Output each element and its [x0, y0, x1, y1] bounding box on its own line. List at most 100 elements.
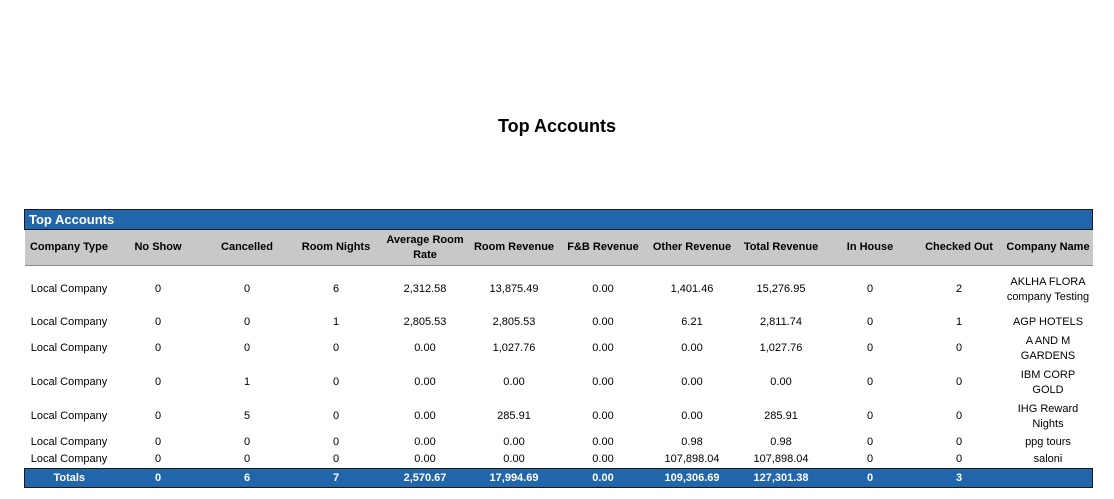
table-row: Local Company 0 0 0 0.00 1,027.76 0.00 0.00 1,02… [25, 332, 1093, 366]
table-cell: 0.00 [414, 376, 436, 388]
table-cell: 0.00 [592, 342, 614, 354]
column-header: F&B Revenue [558, 229, 648, 266]
totals-cell: 7 [291, 468, 381, 488]
table-cell: 0.00 [414, 453, 436, 466]
column-header: Cancelled [202, 229, 292, 266]
table-cell: 0.00 [414, 410, 436, 422]
table-cell: 0 [154, 376, 162, 388]
table-row: Local Company 0 0 0 0.00 0.00 0.00 0.98 0.98 0 0 pp… [25, 434, 1093, 452]
table-cell: 0 [955, 342, 963, 354]
table-cell: 0 [866, 283, 874, 296]
column-header: Company Type [24, 229, 114, 266]
table-cell: 0 [243, 342, 251, 354]
table-cell: 0 [332, 453, 340, 466]
table-cell: Local Company [30, 410, 108, 422]
table-cell: 0.00 [592, 436, 614, 448]
table-cell: 0 [154, 342, 162, 354]
table-cell: Local Company [30, 342, 108, 354]
table-cell: 13,875.49 [489, 283, 539, 296]
table-cell: 0 [866, 376, 874, 388]
column-header: Other Revenue [647, 229, 737, 266]
table-row: Local Company 0 1 0 0.00 0.00 0.00 0.00 0.00 0 0 IB… [25, 366, 1093, 400]
table-cell: 0 [955, 436, 963, 448]
table-cell: 0.00 [681, 410, 703, 422]
table-cell: 1,401.46 [670, 283, 714, 296]
table-cell: Local Company [30, 453, 108, 466]
table-caption-bar: Top Accounts [24, 209, 1093, 230]
table-cell: 0.00 [770, 376, 792, 388]
table-cell: 285.91 [497, 410, 531, 422]
table-cell: 6.21 [681, 316, 703, 328]
table-cell: AKLHA FLORA company Testing [1006, 275, 1090, 303]
table-cell: 0 [866, 410, 874, 422]
column-header: Room Nights [291, 229, 381, 266]
column-header: Checked Out [914, 229, 1004, 266]
totals-cell: 0 [825, 468, 915, 488]
totals-cell [1003, 468, 1093, 488]
table-cell: 0.98 [770, 436, 792, 448]
table-cell: 0 [955, 410, 963, 422]
table-cell: 1,027.76 [759, 342, 803, 354]
table-cell: 0 [332, 436, 340, 448]
table-cell: 0.00 [592, 283, 614, 296]
totals-cell: 3 [914, 468, 1004, 488]
table-cell: 0 [243, 436, 251, 448]
report-title: Top Accounts [498, 116, 616, 136]
table-cell: 0 [332, 376, 340, 388]
totals-cell: 109,306.69 [647, 468, 737, 488]
table-cell: 0 [154, 316, 162, 328]
table-cell: 107,898.04 [753, 453, 809, 466]
top-accounts-table: Top Accounts Company Type No Show Cancelle… [24, 209, 1093, 488]
table-cell: 0.00 [592, 410, 614, 422]
table-cell: 2,805.53 [492, 316, 536, 328]
table-cell: 0.00 [681, 376, 703, 388]
table-cell: 0.00 [503, 453, 525, 466]
column-header: Average Room Rate [380, 229, 470, 266]
totals-row: Totals 0 6 7 2,570.67 17,994.69 0.00 109,306.69… [24, 468, 1093, 488]
table-cell: ppg tours [1025, 436, 1071, 448]
table-row: Local Company 0 5 0 0.00 285.91 0.00 0.00 285.91… [25, 400, 1093, 434]
table-cell: 0 [332, 342, 340, 354]
table-cell: Local Company [30, 376, 108, 388]
table-cell: saloni [1033, 453, 1063, 466]
totals-cell: 17,994.69 [469, 468, 559, 488]
table-cell: 0 [955, 376, 963, 388]
table-caption: Top Accounts [24, 209, 1093, 230]
column-header: Total Revenue [736, 229, 826, 266]
table-cell: 1 [243, 376, 251, 388]
column-header: No Show [113, 229, 203, 266]
table-cell: 0 [866, 436, 874, 448]
totals-cell: 0.00 [558, 468, 648, 488]
table-cell: 0.00 [681, 342, 703, 354]
table-cell: 2 [955, 283, 963, 296]
table-cell: 1,027.76 [492, 342, 536, 354]
table-cell: 15,276.95 [756, 283, 806, 296]
table-cell: 0.00 [592, 316, 614, 328]
table-cell: 0 [154, 453, 162, 466]
table-cell: 0 [866, 316, 874, 328]
table-cell: 1 [955, 316, 963, 328]
table-cell: 0.00 [503, 436, 525, 448]
table-cell: 0.00 [592, 453, 614, 466]
column-header: In House [825, 229, 915, 266]
table-cell: 0.00 [592, 376, 614, 388]
totals-cell: Totals [24, 468, 114, 488]
table-cell: 0 [243, 453, 251, 466]
table-cell: AGP HOTELS [1012, 316, 1084, 328]
table-cell: Local Company [30, 316, 108, 328]
table-cell: 107,898.04 [664, 453, 720, 466]
table-row: Local Company 0 0 0 0.00 0.00 0.00 107,898.04 10… [25, 452, 1093, 469]
header-row: Company Type No Show Cancelled Room Nights A… [24, 229, 1093, 266]
table-cell: 0.00 [414, 436, 436, 448]
table-cell: 0 [154, 410, 162, 422]
table-cell: 0.00 [503, 376, 525, 388]
table-cell: A AND M GARDENS [1020, 334, 1076, 362]
totals-cell: 0 [113, 468, 203, 488]
table-row: Local Company 0 0 6 2,312.58 13,875.49 0.00 1,4… [25, 266, 1093, 314]
table-cell: 0.00 [414, 342, 436, 354]
table-cell: 0 [332, 410, 340, 422]
table-cell: IBM CORP GOLD [1020, 368, 1076, 396]
totals-cell: 2,570.67 [380, 468, 470, 488]
table-cell: 0 [243, 316, 251, 328]
table-cell: Local Company [30, 283, 108, 296]
